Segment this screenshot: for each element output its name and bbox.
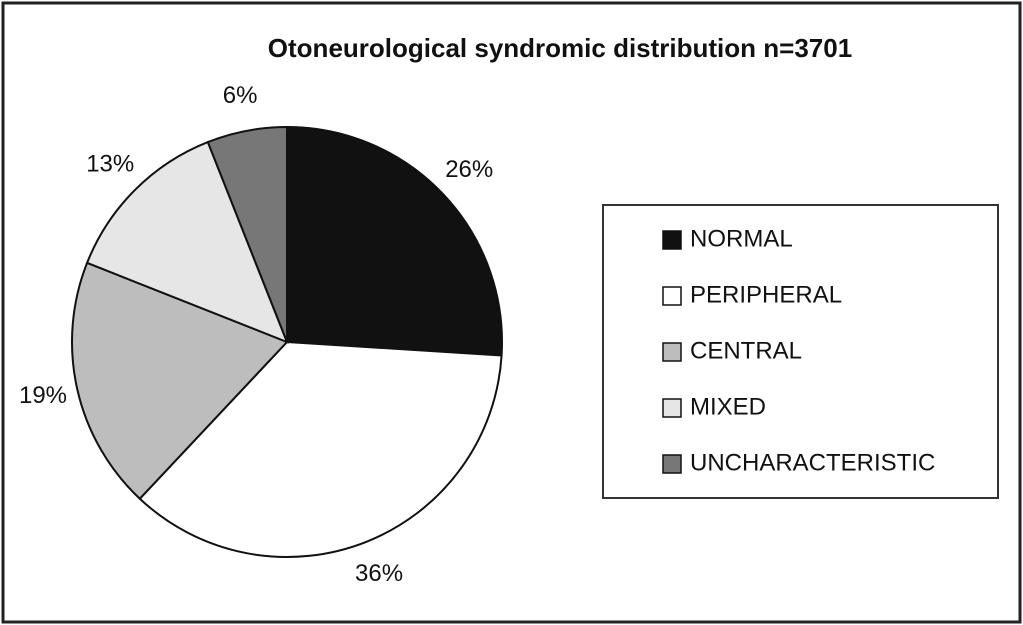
slice-label: 19%	[19, 382, 67, 409]
legend-swatch	[662, 230, 682, 250]
pie-slice	[71, 261, 289, 501]
slice-label: 6%	[223, 82, 258, 109]
legend-swatch	[662, 342, 682, 362]
pie-slice	[206, 125, 288, 343]
slice-label: 36%	[355, 560, 403, 587]
legend-swatch	[662, 398, 682, 418]
legend-swatch	[662, 286, 682, 306]
pie-slice	[85, 140, 289, 344]
pie-slice	[138, 340, 503, 558]
chart-title: Otoneurological syndromic distribution n…	[268, 33, 852, 63]
legend-label: MIXED	[690, 393, 766, 420]
legend-label: UNCHARACTERISTIC	[690, 449, 935, 476]
legend-label: NORMAL	[690, 225, 793, 252]
legend-swatch	[662, 454, 682, 474]
legend-label: CENTRAL	[690, 337, 802, 364]
legend-label: PERIPHERAL	[690, 281, 842, 308]
pie-slice	[286, 125, 503, 357]
slice-label: 13%	[86, 151, 134, 178]
slice-label: 26%	[445, 156, 493, 183]
